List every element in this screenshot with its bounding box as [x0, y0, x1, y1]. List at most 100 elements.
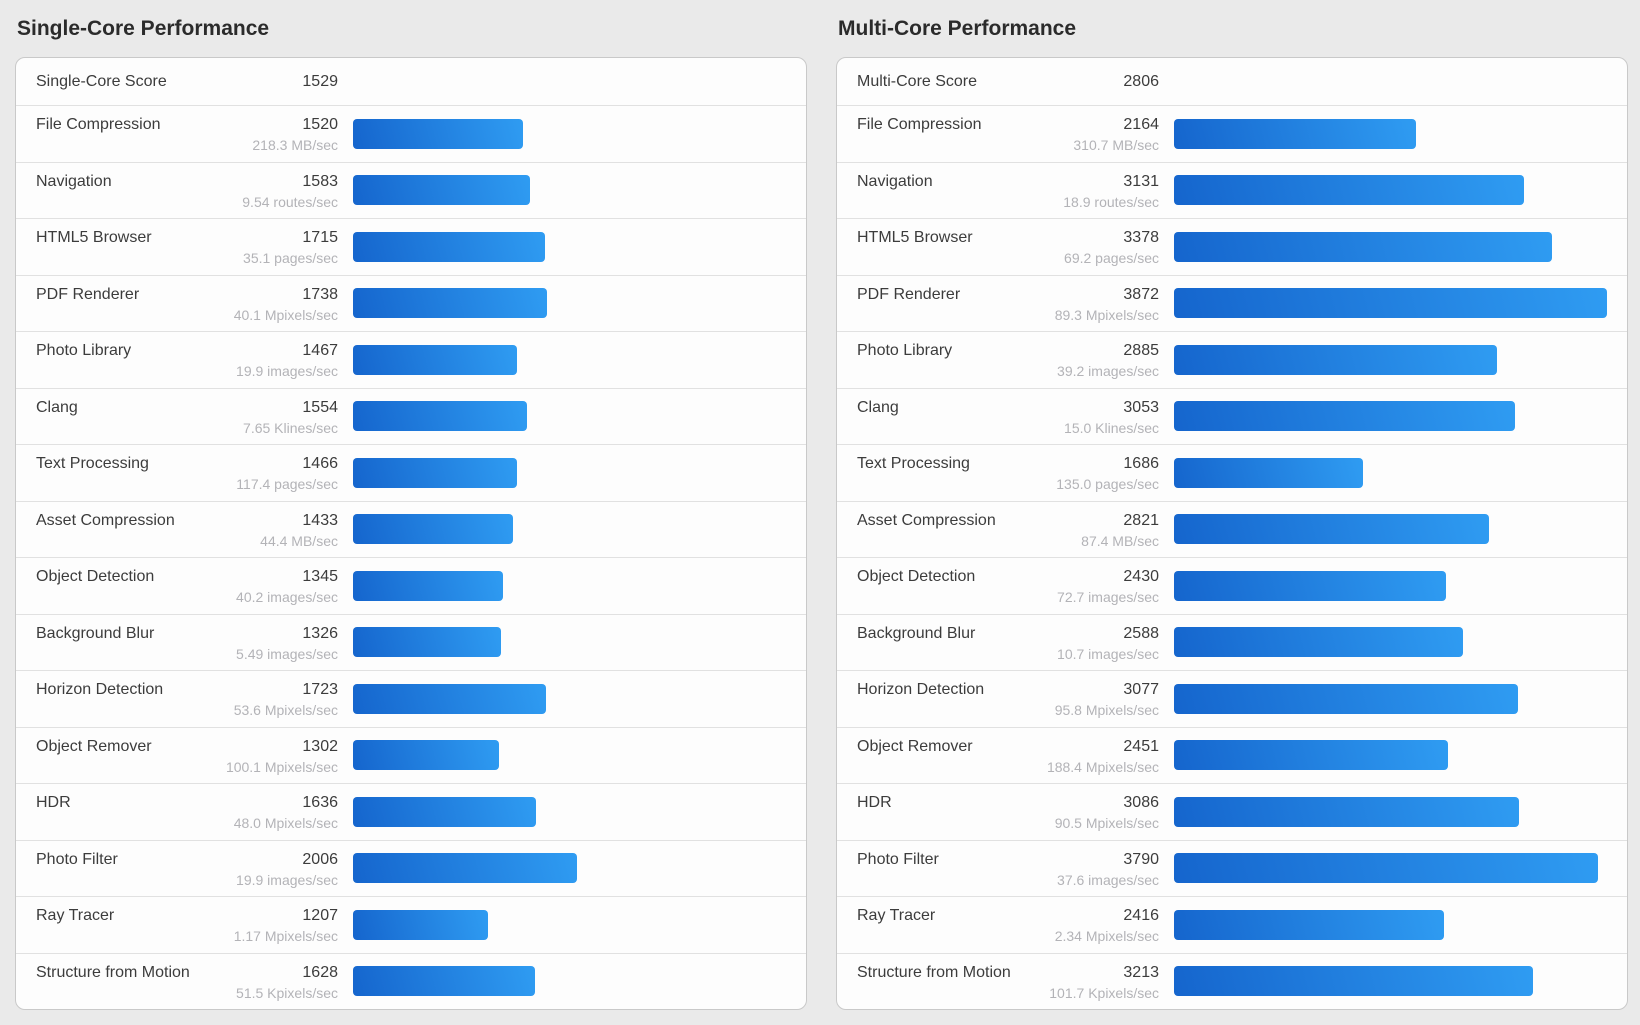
benchmark-row: File Compression 1520 218.3 MB/sec — [16, 105, 806, 162]
benchmark-row: Background Blur 2588 10.7 images/sec — [837, 613, 1627, 671]
benchmark-score: 1207 — [302, 907, 338, 924]
benchmark-score: 1636 — [302, 794, 338, 811]
score-bar-track — [1174, 909, 1607, 940]
empty-bar-area — [353, 67, 786, 97]
benchmark-name: PDF Renderer — [36, 285, 140, 303]
score-bar-track — [353, 118, 786, 149]
benchmark-row: HTML5 Browser 3378 69.2 pages/sec — [837, 218, 1627, 275]
benchmark-name: Ray Tracer — [857, 907, 936, 924]
benchmark-score: 1345 — [302, 568, 338, 585]
benchmark-name: Object Detection — [36, 568, 155, 585]
score-bar — [353, 570, 504, 601]
benchmark-rate: 117.4 pages/sec — [236, 476, 338, 492]
benchmark-score: 3053 — [1123, 398, 1159, 416]
score-bar-track — [1174, 683, 1607, 714]
benchmark-score: 3378 — [1123, 229, 1159, 246]
score-bar-track — [1174, 288, 1607, 319]
benchmark-row: Clang 3053 15.0 Klines/sec — [837, 387, 1627, 445]
benchmark-rate: 7.65 Klines/sec — [243, 419, 338, 436]
benchmark-score: 1554 — [302, 398, 338, 416]
benchmark-score: 1738 — [302, 285, 338, 303]
benchmark-name: Ray Tracer — [36, 907, 115, 924]
benchmark-rate: 1.17 Mpixels/sec — [233, 928, 338, 944]
benchmark-rate: 72.7 images/sec — [1057, 589, 1159, 605]
multi-core-title: Multi-Core Performance — [838, 17, 1077, 40]
score-bar — [1174, 966, 1534, 997]
benchmark-rate: 19.9 images/sec — [236, 871, 338, 888]
benchmark-name: Clang — [857, 398, 899, 416]
single-core-panel: Single-Core Score 1529 File Compression 1… — [15, 57, 807, 1010]
benchmark-row: Object Remover 1302 100.1 Mpixels/sec — [16, 726, 806, 784]
benchmark-name: Clang — [36, 398, 78, 416]
empty-bar-area — [1174, 67, 1607, 97]
benchmark-rate: 2.34 Mpixels/sec — [1054, 928, 1159, 944]
benchmark-score: 1302 — [302, 737, 338, 755]
benchmark-row: Background Blur 1326 5.49 images/sec — [16, 613, 806, 671]
benchmark-row: Photo Library 1467 19.9 images/sec — [16, 331, 806, 388]
score-bar — [1174, 231, 1552, 262]
single-core-title: Single-Core Performance — [17, 17, 270, 40]
score-bar-track — [353, 740, 786, 771]
score-bar — [1174, 344, 1497, 375]
benchmark-name: Asset Compression — [36, 511, 175, 529]
score-bar — [1174, 401, 1516, 432]
benchmark-name: HTML5 Browser — [36, 229, 152, 246]
score-bar — [353, 966, 536, 997]
score-bar-track — [353, 401, 786, 432]
benchmark-name: Photo Filter — [36, 850, 118, 868]
overall-score-row: Multi-Core Score 2806 — [837, 58, 1627, 105]
score-bar — [353, 909, 488, 940]
score-bar — [353, 344, 518, 375]
benchmark-row: Navigation 1583 9.54 routes/sec — [16, 161, 806, 219]
benchmark-score: 2430 — [1123, 568, 1159, 585]
benchmark-name: Horizon Detection — [36, 681, 164, 698]
score-bar-track — [1174, 175, 1607, 206]
benchmark-name: Structure from Motion — [36, 963, 190, 981]
benchmark-row: Text Processing 1686 135.0 pages/sec — [837, 444, 1627, 501]
benchmark-rate: 218.3 MB/sec — [252, 137, 338, 153]
benchmark-rate: 44.4 MB/sec — [260, 532, 338, 549]
benchmark-rate: 90.5 Mpixels/sec — [1054, 815, 1159, 831]
benchmark-row: Clang 1554 7.65 Klines/sec — [16, 387, 806, 445]
overall-score-value: 2806 — [1123, 72, 1159, 90]
score-bar — [1174, 514, 1490, 545]
benchmark-score: 1723 — [302, 681, 338, 698]
benchmark-score: 2006 — [302, 850, 338, 868]
score-bar-track — [353, 627, 786, 658]
benchmark-score: 1467 — [302, 342, 338, 359]
benchmark-rate: 10.7 images/sec — [1057, 645, 1159, 662]
score-bar — [1174, 909, 1445, 940]
score-bar-track — [1174, 796, 1607, 827]
benchmark-row: Ray Tracer 1207 1.17 Mpixels/sec — [16, 896, 806, 953]
benchmark-rate: 188.4 Mpixels/sec — [1046, 758, 1159, 775]
benchmark-rate: 9.54 routes/sec — [242, 193, 338, 210]
benchmark-name: Object Remover — [36, 737, 152, 755]
benchmark-row: HTML5 Browser 1715 35.1 pages/sec — [16, 218, 806, 275]
benchmark-name: Background Blur — [36, 624, 155, 642]
benchmark-name: HTML5 Browser — [857, 229, 973, 246]
benchmark-score: 1715 — [302, 229, 338, 246]
benchmark-row: Text Processing 1466 117.4 pages/sec — [16, 444, 806, 501]
score-bar — [353, 457, 517, 488]
benchmark-score: 1628 — [302, 963, 338, 981]
score-bar — [1174, 118, 1416, 149]
score-bar — [353, 853, 578, 884]
single-core-section: Single-Core Performance Single-Core Scor… — [15, 14, 807, 1025]
score-bar — [353, 740, 499, 771]
benchmark-row: Object Detection 1345 40.2 images/sec — [16, 557, 806, 614]
benchmark-score: 2164 — [1123, 116, 1159, 133]
benchmark-row: Photo Filter 3790 37.6 images/sec — [837, 839, 1627, 897]
score-bar-track — [1174, 118, 1607, 149]
benchmark-rate: 35.1 pages/sec — [243, 250, 338, 266]
benchmark-rate: 18.9 routes/sec — [1063, 193, 1159, 210]
score-bar — [353, 683, 546, 714]
multi-core-section: Multi-Core Performance Multi-Core Score … — [836, 14, 1628, 1025]
benchmark-rate: 101.7 Kpixels/sec — [1049, 984, 1159, 1001]
benchmark-name: Asset Compression — [857, 511, 996, 529]
score-bar-track — [353, 853, 786, 884]
benchmark-score: 1583 — [302, 172, 338, 190]
benchmark-row: Navigation 3131 18.9 routes/sec — [837, 161, 1627, 219]
benchmark-name: Background Blur — [857, 624, 976, 642]
benchmark-rate: 89.3 Mpixels/sec — [1054, 306, 1159, 323]
benchmark-name: Object Detection — [857, 568, 976, 585]
